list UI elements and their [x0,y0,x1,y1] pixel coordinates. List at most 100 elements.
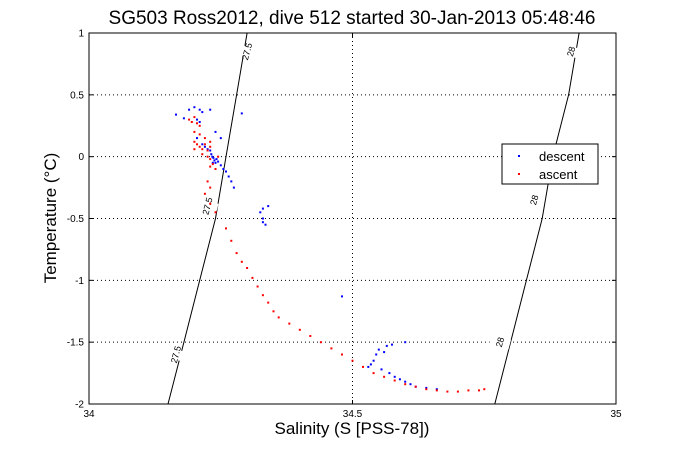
point-descent [225,170,227,173]
point-ascent [196,122,198,125]
contour-label: 28 [565,45,577,57]
point-ascent [193,130,196,133]
point-ascent [435,389,438,392]
x-axis-label: Salinity (S [PSS-78]) [275,419,430,438]
point-descent [375,353,378,356]
point-descent [209,108,212,111]
point-descent [391,343,393,346]
point-descent [388,372,391,375]
point-descent [259,211,262,214]
point-ascent [478,389,480,392]
y-tick-label: -0.5 [67,214,85,225]
point-ascent [235,252,238,255]
y-tick-label: -1.5 [67,338,85,349]
point-ascent [393,379,396,382]
point-descent [209,149,212,152]
point-ascent [209,202,212,205]
point-ascent [383,375,386,378]
point-descent [213,159,216,162]
point-descent [188,108,191,111]
point-descent [230,180,233,183]
contour-line-27-5 [167,32,248,405]
point-ascent [425,388,428,391]
point-descent [227,175,230,178]
point-descent [404,341,407,344]
point-descent [377,348,380,351]
x-tick-label: 35 [610,409,622,420]
y-tick-label: 0 [78,152,84,163]
point-ascent [230,239,233,242]
point-descent [398,378,401,381]
point-descent [372,359,375,362]
y-tick-label: -1 [75,276,84,287]
point-ascent [198,145,201,148]
point-descent [409,383,412,386]
legend-label-descent: descent [539,149,585,164]
point-ascent [298,328,301,331]
point-descent [212,156,215,159]
point-ascent [188,118,191,121]
point-ascent [246,267,249,269]
point-ascent [362,365,364,368]
legend: descent ascent [501,143,599,185]
legend-box [501,143,599,185]
point-descent [214,161,217,164]
point-descent [404,380,407,383]
point-ascent [206,155,209,158]
point-ascent [251,276,254,279]
point-ascent [261,294,264,297]
contour-line-28 [494,32,580,405]
point-descent [210,153,213,156]
contour-label-bg [489,334,512,350]
y-tick-label: -2 [75,400,84,411]
point-descent [219,137,222,140]
point-ascent [196,143,198,146]
point-descent [341,295,343,298]
point-ascent [214,211,217,214]
point-ascent [198,133,201,136]
chart-title: SG503 Ross2012, dive 512 started 30-Jan-… [109,8,596,29]
y-axis-label: Temperature (°C) [41,153,60,284]
point-ascent [341,353,343,356]
point-ascent [288,322,291,325]
point-descent [193,106,196,109]
point-ascent [267,301,270,304]
point-ascent [206,149,209,152]
point-descent [393,375,396,378]
point-descent [385,344,388,347]
y-tick-label: 1 [78,29,84,40]
point-ascent [209,140,212,143]
contour-label: 27.5 [169,345,183,365]
legend-marker-descent [518,155,520,157]
point-ascent [319,341,322,344]
contour-label: 28 [494,336,506,348]
point-descent [201,143,204,146]
point-ascent [456,390,459,393]
point-ascent [309,335,312,337]
point-ascent [193,140,196,143]
point-ascent [190,121,193,123]
axis-ticks: 34 34.5 35 -2 -1.5 -1 -0.5 0 0.5 1 [67,29,622,421]
contour-label-bg [196,198,219,214]
point-ascent [206,180,209,183]
data-points [175,106,486,393]
point-ascent [225,227,227,230]
point-ascent [483,388,486,391]
point-descent [383,351,386,354]
point-descent [380,368,383,371]
point-descent [261,221,264,224]
point-ascent [203,137,206,140]
point-descent [435,388,438,391]
point-ascent [467,389,470,392]
point-descent [367,365,370,368]
point-descent [232,186,235,189]
point-descent [211,161,214,164]
point-ascent [201,148,204,151]
point-descent [175,113,177,116]
plot-area [89,33,616,404]
y-tick-label: 0.5 [70,90,84,101]
point-ascent [211,163,214,166]
point-descent [267,205,270,208]
point-descent [425,386,428,389]
point-ascent [446,390,449,393]
